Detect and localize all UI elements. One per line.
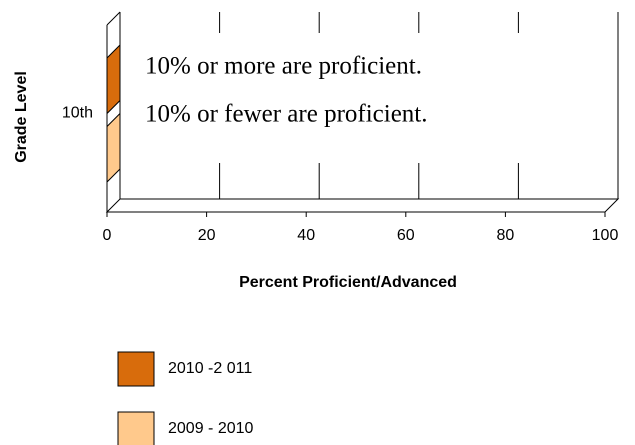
x-tick-label: 20 (198, 227, 216, 244)
floor (105, 198, 620, 213)
bar (106, 43, 121, 115)
x-tick-label: 60 (397, 227, 415, 244)
x-tick-label: 80 (497, 227, 515, 244)
y-tick-label: 10th (62, 105, 93, 122)
legend-label: 2010 -2 011 (168, 360, 252, 377)
x-tick-label: 100 (592, 227, 619, 244)
x-tick-label: 0 (103, 227, 112, 244)
legend-swatch (117, 351, 155, 387)
x-axis-label: Percent Proficient/Advanced (239, 274, 457, 291)
legend-swatch (117, 411, 155, 445)
annotation: 10% or fewer are proficient. (145, 101, 428, 128)
annotation: 10% or more are proficient. (145, 53, 422, 80)
x-tick-label: 40 (297, 227, 315, 244)
bar (106, 112, 121, 184)
y-axis-label: Grade Level (13, 71, 30, 163)
annotation-box (122, 33, 612, 163)
legend-label: 2009 - 2010 (168, 420, 254, 437)
y-axis-top (106, 11, 121, 26)
